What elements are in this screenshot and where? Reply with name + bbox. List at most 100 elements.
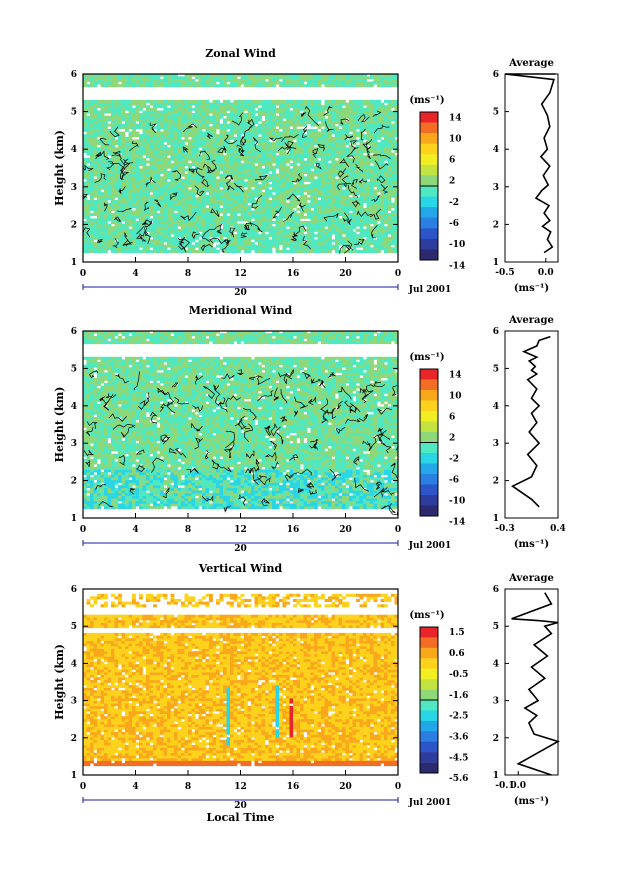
heatmap-cell	[146, 107, 150, 111]
heatmap-cell	[142, 144, 147, 148]
heatmap-cell	[247, 250, 252, 253]
heatmap-cell	[377, 197, 381, 201]
heatmap-cell	[289, 150, 294, 153]
heatmap-cell	[352, 168, 357, 172]
heatmap-cell	[335, 126, 339, 130]
heatmap-cell	[146, 223, 150, 227]
heatmap-cell	[317, 165, 322, 169]
heatmap-cell	[240, 110, 245, 114]
heatmap-cell	[97, 171, 101, 174]
heatmap-cell	[300, 178, 304, 182]
heatmap-cell	[338, 205, 343, 209]
heatmap-cell	[258, 250, 262, 253]
heatmap-cell	[317, 150, 322, 153]
heatmap-cell	[219, 131, 224, 135]
heatmap-cell	[107, 184, 112, 188]
heatmap-cell	[279, 147, 283, 151]
heatmap-cell	[307, 139, 311, 143]
heatmap-cell	[160, 194, 164, 198]
heatmap-cell	[135, 118, 140, 122]
heatmap-cell	[146, 160, 150, 164]
heatmap-cell	[349, 239, 353, 243]
heatmap-cell	[167, 197, 171, 201]
heatmap-cell	[338, 165, 343, 169]
heatmap-cell	[198, 176, 203, 180]
heatmap-cell	[359, 189, 364, 193]
heatmap-cell	[135, 147, 140, 151]
heatmap-cell	[212, 173, 217, 177]
heatmap-cell	[226, 242, 231, 246]
heatmap-cell	[191, 192, 196, 196]
heatmap-cell	[394, 189, 399, 193]
heatmap-cell	[114, 121, 119, 124]
heatmap-cell	[384, 239, 388, 243]
heatmap-cell	[338, 228, 343, 232]
heatmap-cell	[188, 152, 192, 156]
heatmap-cell	[174, 181, 178, 185]
heatmap-cell	[146, 171, 150, 174]
heatmap-cell	[328, 144, 332, 148]
heatmap-cell	[202, 226, 206, 230]
heatmap-cell	[328, 176, 332, 180]
heatmap-cell	[356, 107, 360, 111]
heatmap-cell	[195, 102, 199, 106]
heatmap-cell	[114, 155, 119, 159]
heatmap-cell	[167, 215, 171, 219]
heatmap-cell	[118, 105, 122, 109]
heatmap-cell	[184, 194, 189, 198]
heatmap-cell	[83, 210, 87, 214]
heatmap-cell	[377, 189, 381, 193]
heatmap-cell	[86, 247, 91, 251]
heatmap-cell	[394, 200, 399, 203]
heatmap-cell	[93, 113, 98, 117]
heatmap-cell	[163, 189, 168, 193]
heatmap-cell	[359, 250, 364, 253]
heatmap-cell	[125, 189, 129, 193]
heatmap-cell	[233, 105, 238, 109]
heatmap-cell	[156, 163, 161, 167]
heatmap-cell	[188, 131, 192, 135]
heatmap-cell	[237, 134, 241, 138]
heatmap-cell	[230, 213, 234, 217]
heatmap-cell	[114, 247, 119, 251]
heatmap-cell	[121, 152, 126, 156]
heatmap-cell	[191, 163, 196, 167]
heatmap-cell	[191, 102, 196, 106]
heatmap-cell	[226, 197, 231, 201]
heatmap-cell	[387, 128, 392, 132]
heatmap-cell	[261, 192, 266, 196]
heatmap-cell	[146, 205, 150, 209]
heatmap-cell	[188, 123, 192, 127]
heatmap-cell	[90, 107, 94, 111]
heatmap-cell	[118, 226, 122, 230]
heatmap-cell	[90, 131, 94, 135]
heatmap-cell	[83, 181, 87, 185]
heatmap-cell	[198, 123, 203, 127]
heatmap-cell	[384, 192, 388, 196]
heatmap-cell	[394, 210, 399, 214]
heatmap-cell	[93, 231, 98, 235]
heatmap-cell	[100, 207, 105, 211]
heatmap-cell	[219, 157, 224, 161]
heatmap-cell	[139, 228, 143, 232]
heatmap-cell	[324, 165, 329, 169]
heatmap-cell	[156, 136, 161, 140]
heatmap-cell	[356, 192, 360, 196]
heatmap-cell	[170, 136, 175, 140]
heatmap-cell	[359, 207, 364, 211]
heatmap-cell	[335, 210, 339, 214]
heatmap-cell	[163, 139, 168, 143]
heatmap-cell	[107, 234, 112, 238]
heatmap-cell	[118, 210, 122, 214]
heatmap-cell	[128, 192, 133, 196]
heatmap-cell	[258, 160, 262, 164]
heatmap-cell	[293, 150, 297, 153]
heatmap-cell	[135, 99, 140, 103]
heatmap-cell	[132, 118, 136, 122]
heatmap-cell	[254, 189, 259, 193]
heatmap-cell	[380, 207, 385, 211]
heatmap-cell	[359, 157, 364, 161]
heatmap-cell	[380, 181, 385, 185]
heatmap-cell	[230, 123, 234, 127]
heatmap-cell	[391, 163, 395, 167]
